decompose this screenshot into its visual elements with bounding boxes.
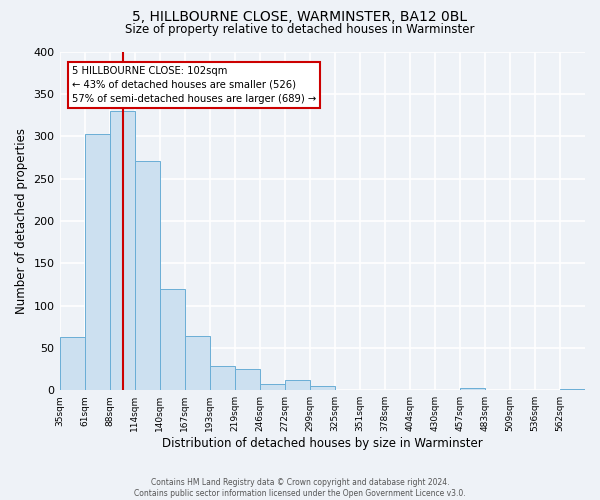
Text: Size of property relative to detached houses in Warminster: Size of property relative to detached ho…: [125, 22, 475, 36]
Bar: [59, 337, 85, 390]
Bar: [460, 388, 485, 390]
Bar: [160, 288, 185, 390]
Bar: [110, 111, 134, 390]
Bar: [85, 134, 110, 390]
Bar: [209, 366, 235, 390]
Text: Contains HM Land Registry data © Crown copyright and database right 2024.
Contai: Contains HM Land Registry data © Crown c…: [134, 478, 466, 498]
Y-axis label: Number of detached properties: Number of detached properties: [15, 128, 28, 314]
Bar: [134, 160, 160, 390]
Text: 5, HILLBOURNE CLOSE, WARMINSTER, BA12 0BL: 5, HILLBOURNE CLOSE, WARMINSTER, BA12 0B…: [133, 10, 467, 24]
Text: 5 HILLBOURNE CLOSE: 102sqm
← 43% of detached houses are smaller (526)
57% of sem: 5 HILLBOURNE CLOSE: 102sqm ← 43% of deta…: [72, 66, 316, 104]
Bar: [310, 386, 335, 390]
Bar: [260, 384, 285, 390]
Bar: [560, 388, 585, 390]
X-axis label: Distribution of detached houses by size in Warminster: Distribution of detached houses by size …: [162, 437, 482, 450]
Bar: [185, 336, 209, 390]
Bar: [235, 369, 260, 390]
Bar: [285, 380, 310, 390]
